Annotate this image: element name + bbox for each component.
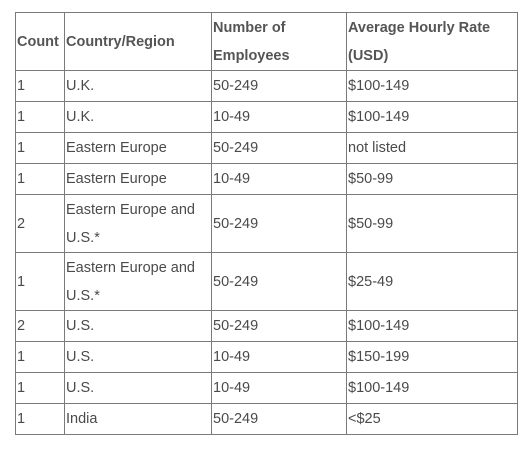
cell-rate: $150-199 xyxy=(346,341,518,373)
cell-employees: 10-49 xyxy=(211,341,347,373)
cell-rate: $50-99 xyxy=(346,194,518,253)
cell-employees: 50-249 xyxy=(211,403,347,435)
cell-count: 1 xyxy=(15,132,65,164)
header-count: Count xyxy=(15,12,65,71)
cell-count: 1 xyxy=(15,163,65,195)
cell-count: 1 xyxy=(15,252,65,311)
cell-employees: 50-249 xyxy=(211,132,347,164)
cell-employees: 50-249 xyxy=(211,252,347,311)
cell-employees: 50-249 xyxy=(211,70,347,102)
cell-employees: 50-249 xyxy=(211,194,347,253)
cell-country: Eastern Europe and U.S.* xyxy=(64,194,212,253)
cell-count: 2 xyxy=(15,194,65,253)
cell-employees: 50-249 xyxy=(211,310,347,342)
cell-country: Eastern Europe xyxy=(64,163,212,195)
table-row: 1 U.S. 10-49 $150-199 xyxy=(15,341,518,373)
cell-count: 1 xyxy=(15,101,65,133)
cell-employees: 10-49 xyxy=(211,163,347,195)
agencies-table: Count Country/Region Number of Employees… xyxy=(15,12,518,435)
cell-count: 2 xyxy=(15,310,65,342)
cell-count: 1 xyxy=(15,403,65,435)
cell-rate: $100-149 xyxy=(346,310,518,342)
cell-rate: $100-149 xyxy=(346,70,518,102)
table-row: 1 Eastern Europe and U.S.* 50-249 $25-49 xyxy=(15,252,518,311)
cell-country: U.K. xyxy=(64,70,212,102)
cell-country: U.S. xyxy=(64,310,212,342)
header-number-of-employees: Number of Employees xyxy=(211,12,347,71)
cell-employees: 10-49 xyxy=(211,372,347,404)
cell-count: 1 xyxy=(15,372,65,404)
cell-rate: $100-149 xyxy=(346,101,518,133)
cell-rate: $25-49 xyxy=(346,252,518,311)
table-row: 1 U.K. 50-249 $100-149 xyxy=(15,70,518,102)
cell-country: U.S. xyxy=(64,341,212,373)
cell-rate: $100-149 xyxy=(346,372,518,404)
cell-count: 1 xyxy=(15,70,65,102)
header-average-hourly-rate: Average Hourly Rate (USD) xyxy=(346,12,518,71)
table-header-row: Count Country/Region Number of Employees… xyxy=(15,12,518,71)
cell-country: U.K. xyxy=(64,101,212,133)
table-row: 1 U.S. 10-49 $100-149 xyxy=(15,372,518,404)
table-row: 1 Eastern Europe 10-49 $50-99 xyxy=(15,163,518,195)
cell-employees: 10-49 xyxy=(211,101,347,133)
cell-rate: $50-99 xyxy=(346,163,518,195)
table-row: 1 U.K. 10-49 $100-149 xyxy=(15,101,518,133)
table-row: 1 India 50-249 <$25 xyxy=(15,403,518,435)
table-row: 2 Eastern Europe and U.S.* 50-249 $50-99 xyxy=(15,194,518,253)
cell-count: 1 xyxy=(15,341,65,373)
header-country-region: Country/Region xyxy=(64,12,212,71)
cell-country: Eastern Europe xyxy=(64,132,212,164)
cell-rate: <$25 xyxy=(346,403,518,435)
cell-country: Eastern Europe and U.S.* xyxy=(64,252,212,311)
cell-country: India xyxy=(64,403,212,435)
cell-country: U.S. xyxy=(64,372,212,404)
cell-rate: not listed xyxy=(346,132,518,164)
table-row: 1 Eastern Europe 50-249 not listed xyxy=(15,132,518,164)
table-row: 2 U.S. 50-249 $100-149 xyxy=(15,310,518,342)
